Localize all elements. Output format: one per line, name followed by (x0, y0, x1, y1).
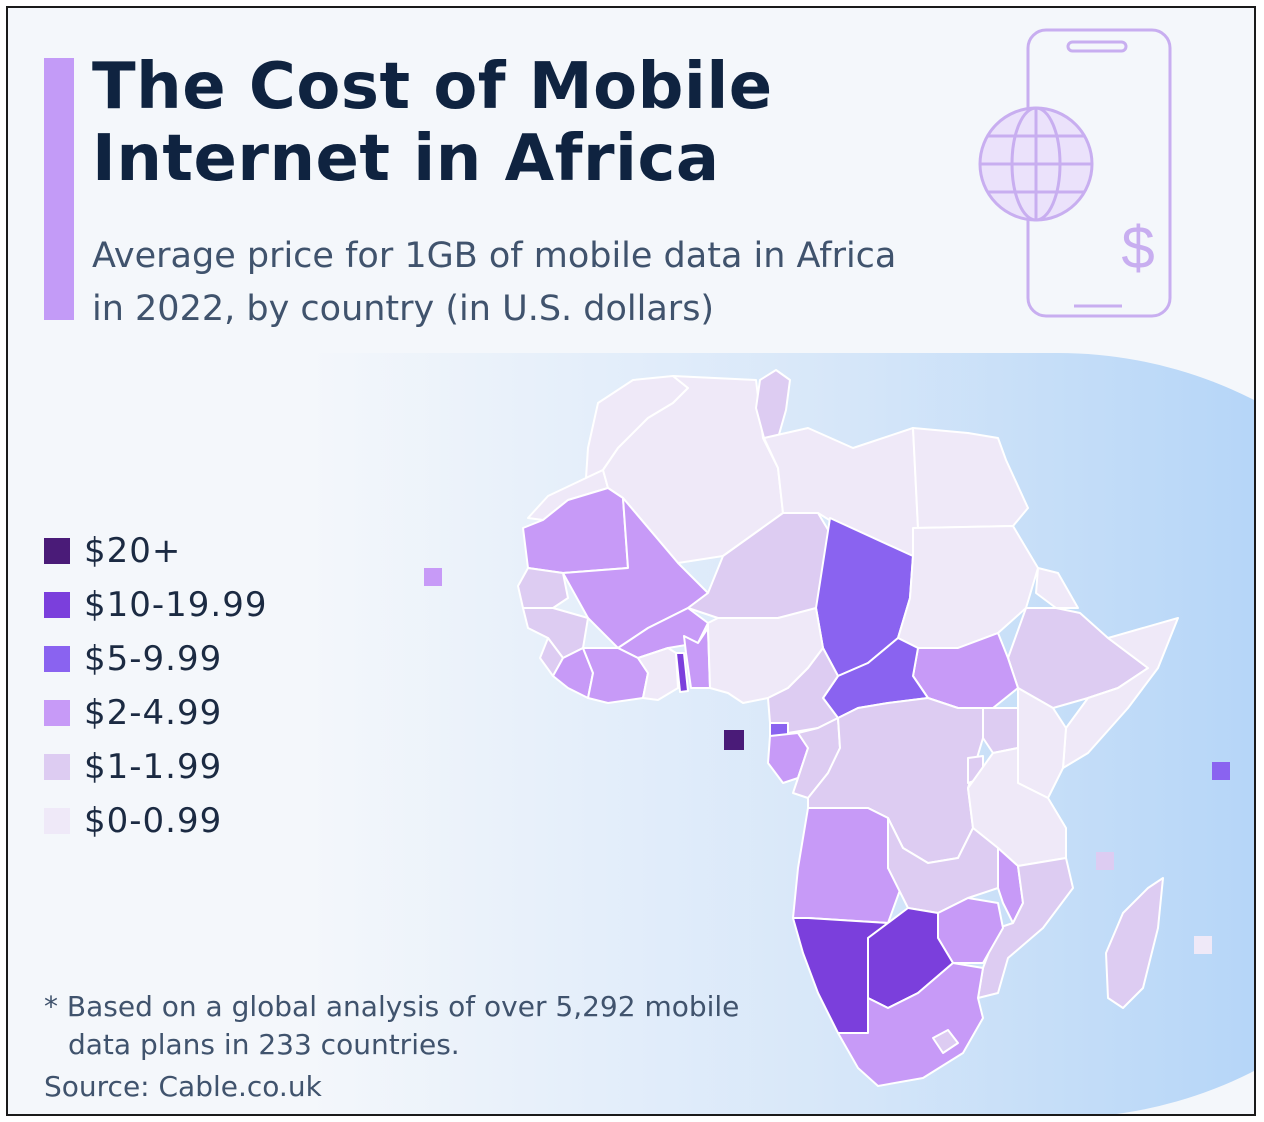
globe-icon (978, 106, 1094, 222)
legend-label: $5-9.99 (84, 639, 223, 679)
subtitle-line-1: Average price for 1GB of mobile data in … (92, 236, 897, 276)
dollar-icon: $ (1121, 214, 1154, 281)
title-accent-bar (44, 58, 74, 320)
legend-swatch (44, 592, 70, 618)
title-line-1: The Cost of Mobile (92, 50, 773, 124)
region-togo (675, 652, 689, 693)
region-comoros (1096, 852, 1114, 870)
legend-item: $0-0.99 (44, 794, 268, 848)
smartphone-icon: $ (978, 28, 1172, 318)
region-cape-verde (424, 568, 442, 586)
legend-swatch (44, 808, 70, 834)
legend-item: $20+ (44, 524, 268, 578)
region-mozambique (977, 857, 1074, 999)
region-tunisia (755, 369, 791, 439)
region-uganda (982, 707, 1019, 754)
region-madagascar (1105, 877, 1164, 1009)
region-south-africa (837, 962, 984, 1087)
legend-label: $2-4.99 (84, 693, 223, 733)
region-mauritania (522, 487, 629, 574)
chart-subtitle: Average price for 1GB of mobile data in … (92, 230, 992, 335)
region-eritrea (1035, 567, 1079, 609)
legend-label: $20+ (84, 531, 182, 571)
source-credit: Source: Cable.co.uk (44, 1070, 322, 1103)
legend-item: $10-19.99 (44, 578, 268, 632)
legend-item: $5-9.99 (44, 632, 268, 686)
region-sao-tome-and-principe (724, 730, 744, 750)
footnote-line-1: * Based on a global analysis of over 5,2… (44, 990, 740, 1023)
legend-swatch (44, 700, 70, 726)
svg-text:$: $ (1121, 214, 1154, 281)
infographic-frame: The Cost of Mobile Internet in Africa Av… (6, 6, 1256, 1116)
legend-item: $1-1.99 (44, 740, 268, 794)
legend-swatch (44, 538, 70, 564)
footnote: * Based on a global analysis of over 5,2… (44, 988, 739, 1064)
africa-map (424, 369, 1230, 1087)
chart-title: The Cost of Mobile Internet in Africa (92, 50, 852, 196)
legend-label: $0-0.99 (84, 801, 223, 841)
legend-item: $2-4.99 (44, 686, 268, 740)
footnote-line-2: data plans in 233 countries. (68, 1027, 460, 1061)
legend: $20+ $10-19.99 $5-9.99 $2-4.99 $1-1.99 $… (44, 524, 268, 848)
legend-label: $10-19.99 (84, 585, 268, 625)
legend-swatch (44, 646, 70, 672)
legend-label: $1-1.99 (84, 747, 223, 787)
subtitle-line-2: in 2022, by country (in U.S. dollars) (92, 288, 715, 329)
region-sudan (897, 525, 1039, 649)
legend-swatch (44, 754, 70, 780)
region-mauritius (1194, 936, 1212, 954)
region-senegal (517, 567, 569, 609)
region-lesotho (932, 1029, 959, 1054)
region-seychelles (1212, 762, 1230, 780)
region-egypt (912, 427, 1029, 529)
region-ghana (637, 647, 679, 701)
title-line-2: Internet in Africa (92, 121, 720, 196)
